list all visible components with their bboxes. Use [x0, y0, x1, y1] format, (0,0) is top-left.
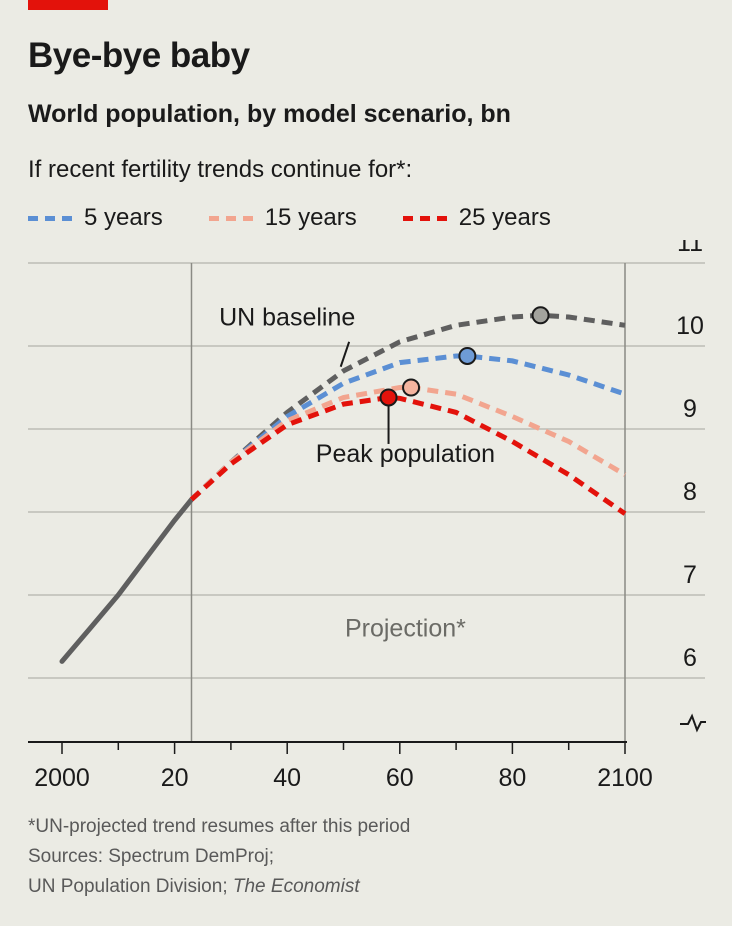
- chart-subtitle: World population, by model scenario, bn: [28, 100, 511, 128]
- peak-marker-25-years: [379, 388, 398, 407]
- legend-label-15-years: 15 years: [264, 204, 357, 231]
- x-tick-label-2080: 80: [498, 764, 526, 792]
- x-tick-label-2020: 20: [161, 764, 189, 792]
- line-chart: 2000 20 40 60 80 2100 6 7 8 9 10 11 Projection* UN ba…: [28, 240, 706, 792]
- legend-item-25-years: 25 years: [402, 204, 551, 232]
- y-tick-label-9: 9: [683, 395, 697, 423]
- axis-break-icon: [680, 713, 706, 733]
- x-tick-label-2060: 60: [386, 764, 414, 792]
- sources-line-2: UN Population Division; The Economist: [28, 872, 410, 902]
- footnote: *UN-projected trend resumes after this p…: [28, 816, 411, 837]
- legend-note: If recent fertility trends continue for*…: [28, 156, 413, 183]
- sources-line: Sources: Spectrum DemProj;: [28, 846, 275, 867]
- legend-swatch-15-years: [208, 215, 253, 221]
- series-line-5-years: [189, 353, 626, 502]
- y-tick-label-8: 8: [683, 478, 697, 506]
- projection-label: Projection*: [345, 615, 466, 643]
- legend-item-15-years: 15 years: [208, 204, 357, 232]
- peak-marker-un-baseline: [531, 306, 550, 325]
- annotation-un-baseline-leader: [339, 341, 351, 368]
- x-tick-label-2000: 2000: [34, 764, 90, 792]
- y-tick-label-6: 6: [683, 644, 697, 672]
- sources-prefix: UN Population Division;: [28, 876, 233, 897]
- annotation-peak-population: Peak population: [316, 440, 495, 468]
- brand-red-tag: [28, 0, 108, 10]
- y-tick-label-11: 11: [677, 240, 703, 257]
- legend-label-25-years: 25 years: [458, 204, 551, 231]
- sources-publication: The Economist: [232, 876, 360, 897]
- series-historical-un-baseline: [59, 497, 194, 664]
- annotation-un-baseline: UN baseline: [219, 303, 355, 331]
- y-tick-label-10: 10: [676, 312, 704, 340]
- legend: 5 years 15 years 25 years: [28, 204, 597, 232]
- peak-marker-5-years: [458, 346, 477, 365]
- x-tick-label-2100: 2100: [597, 764, 653, 792]
- chart-title: Bye-bye baby: [28, 36, 250, 75]
- x-tick-label-2040: 40: [273, 764, 301, 792]
- legend-item-5-years: 5 years: [28, 204, 163, 232]
- legend-swatch-5-years: [28, 215, 72, 221]
- legend-swatch-25-years: [402, 215, 447, 221]
- y-tick-label-7: 7: [683, 561, 697, 589]
- peak-marker-15-years: [402, 378, 421, 397]
- footer: *UN-projected trend resumes after this p…: [28, 812, 410, 902]
- legend-label-5-years: 5 years: [84, 204, 163, 231]
